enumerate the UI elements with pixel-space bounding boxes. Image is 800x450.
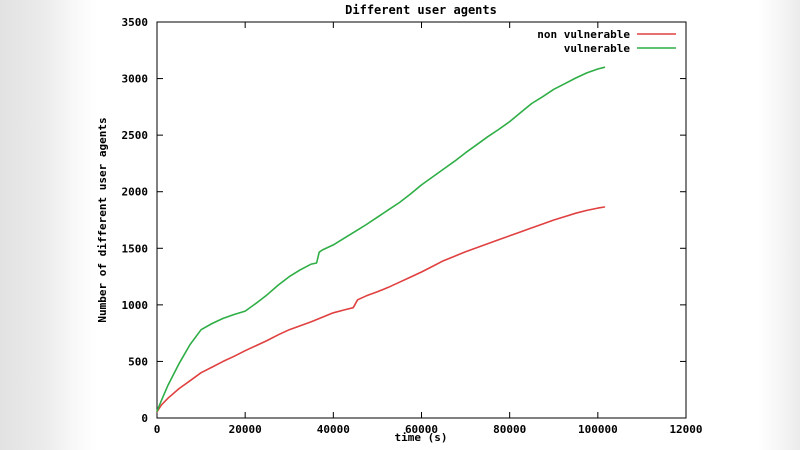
y-axis-label: Number of different user agents — [96, 117, 109, 322]
x-tick-label: 12000 — [669, 423, 702, 436]
chart-title: Different user agents — [345, 3, 497, 17]
y-tick-label: 1500 — [122, 242, 149, 255]
x-tick-label: 40000 — [317, 423, 350, 436]
y-tick-label: 500 — [128, 355, 148, 368]
y-tick-label: 3500 — [122, 16, 149, 29]
x-tick-label: 0 — [154, 423, 161, 436]
x-axis-label: time (s) — [395, 431, 448, 444]
y-tick-label: 2000 — [122, 186, 149, 199]
background-right-band — [758, 0, 800, 450]
y-tick-label: 0 — [141, 412, 148, 425]
plot-border — [156, 21, 687, 419]
background-left-band — [0, 0, 96, 450]
plot-area: 0 20000 40000 60000 80000 100000 1200005001000… — [122, 16, 703, 436]
y-tick-label: 3000 — [122, 73, 149, 86]
legend-label-non-vulnerable: non vulnerable — [537, 28, 630, 41]
x-tick-label: 20000 — [229, 423, 262, 436]
x-tick-label: 60000 — [405, 423, 438, 436]
series-line-non-vulnerable — [156, 206, 606, 413]
y-tick-label: 1000 — [122, 299, 149, 312]
series-line-vulnerable — [156, 66, 606, 413]
x-tick-label: 80000 — [493, 423, 526, 436]
y-tick-label: 2500 — [122, 129, 149, 142]
x-tick-label: 100000 — [578, 423, 618, 436]
legend: non vulnerable vulnerable — [537, 28, 676, 55]
legend-label-vulnerable: vulnerable — [564, 42, 631, 55]
